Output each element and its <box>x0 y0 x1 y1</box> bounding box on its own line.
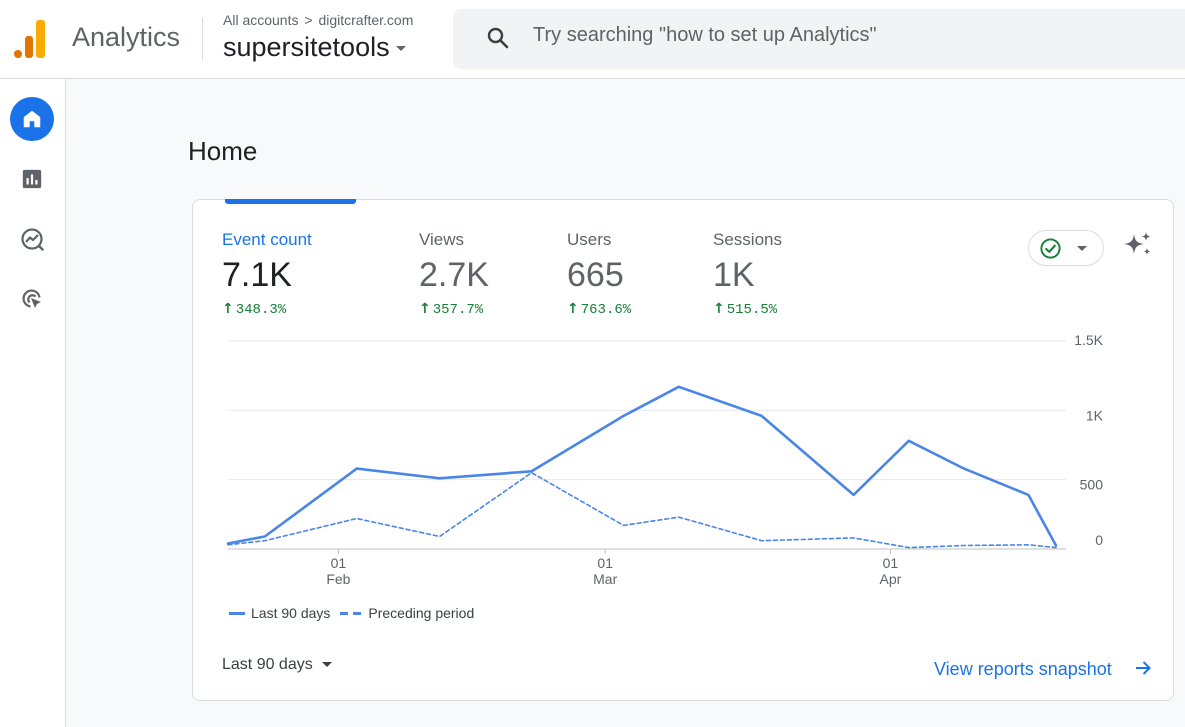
check-circle-icon <box>1040 238 1061 259</box>
y-tick-label: 1.5K <box>1074 332 1103 348</box>
search-icon <box>487 27 509 49</box>
chevron-down-icon <box>395 46 406 52</box>
legend-item-current: Last 90 days <box>251 605 331 621</box>
date-range-dropdown[interactable]: Last 90 days <box>222 656 332 674</box>
property-selector[interactable]: supersitetools <box>223 32 406 63</box>
metric-change-value: 763.6% <box>580 302 632 318</box>
metric-label: Users <box>567 230 612 249</box>
series-line-preceding <box>227 471 1057 549</box>
chevron-down-icon <box>1077 246 1087 251</box>
metric-label: Views <box>419 230 465 249</box>
nav-reports[interactable] <box>10 157 54 201</box>
page-title: Home <box>188 136 258 166</box>
active-metric-indicator <box>225 199 356 204</box>
home-icon <box>23 110 41 128</box>
nav-home[interactable] <box>10 97 54 141</box>
metric-change-value: 515.5% <box>726 302 778 318</box>
x-tick-day: 01 <box>597 555 613 571</box>
metric-value: 665 <box>567 256 624 294</box>
metric-label: Event count <box>222 230 312 249</box>
y-tick-label: 1K <box>1086 407 1104 423</box>
metric-value: 7.1K <box>222 256 292 294</box>
x-tick-month: Feb <box>326 571 350 587</box>
chevron-down-icon <box>321 662 332 668</box>
legend-dashed-swatch <box>340 611 363 615</box>
metric-value: 2.7K <box>419 256 489 294</box>
arrow-up-icon: ↑ <box>419 301 431 317</box>
metric-change-value: 357.7% <box>432 302 484 318</box>
property-name: supersitetools <box>223 32 390 62</box>
nav-explore[interactable] <box>10 217 54 261</box>
legend-solid-swatch <box>229 611 245 615</box>
chart-legend: Last 90 days Preceding period <box>229 605 474 621</box>
metric-change: ↑ 763.6% <box>567 301 631 318</box>
y-tick-label: 500 <box>1080 477 1104 493</box>
metric-label: Sessions <box>713 230 782 249</box>
metric-change: ↑ 515.5% <box>713 301 782 318</box>
data-quality-button[interactable] <box>1028 230 1104 266</box>
breadcrumb-account[interactable]: digitcrafter.com <box>318 12 414 28</box>
x-tick-day: 01 <box>331 555 347 571</box>
analytics-logo-icon[interactable] <box>14 18 50 58</box>
metric-change: ↑ 348.3% <box>222 301 312 318</box>
search-input[interactable] <box>533 24 1153 47</box>
y-tick-label: 0 <box>1095 532 1103 548</box>
arrow-right-icon[interactable] <box>1133 658 1153 678</box>
x-tick-day: 01 <box>883 555 899 571</box>
metric-tab-sessions[interactable]: Sessions 1K ↑ 515.5% <box>713 230 782 318</box>
left-nav <box>0 79 66 727</box>
app-name: Analytics <box>72 22 181 52</box>
metric-change: ↑ 357.7% <box>419 301 489 318</box>
arrow-up-icon: ↑ <box>222 301 234 317</box>
metric-tab-event-count[interactable]: Event count 7.1K ↑ 348.3% <box>222 230 312 318</box>
metric-value: 1K <box>713 256 755 294</box>
nav-advertising[interactable] <box>10 277 54 321</box>
advertising-icon <box>22 289 41 308</box>
breadcrumb[interactable]: All accounts > digitcrafter.com <box>223 12 413 28</box>
home-overview-card <box>192 199 1174 701</box>
breadcrumb-separator: > <box>304 12 313 28</box>
arrow-up-icon: ↑ <box>713 301 725 317</box>
reports-icon <box>22 169 42 189</box>
date-range-label: Last 90 days <box>222 656 313 673</box>
legend-item-previous: Preceding period <box>368 605 475 621</box>
sparkle-insights-icon[interactable] <box>1122 230 1154 262</box>
metric-tab-views[interactable]: Views 2.7K ↑ 357.7% <box>419 230 489 318</box>
breadcrumb-root[interactable]: All accounts <box>223 12 299 28</box>
x-tick-month: Apr <box>880 571 902 587</box>
metric-tab-users[interactable]: Users 665 ↑ 763.6% <box>567 230 631 318</box>
x-tick-month: Mar <box>593 571 617 587</box>
metric-change-value: 348.3% <box>235 302 287 318</box>
arrow-up-icon: ↑ <box>567 301 579 317</box>
top-bar: Analytics All accounts > digitcrafter.co… <box>0 0 1185 79</box>
explore-icon <box>21 228 44 251</box>
view-reports-snapshot-link[interactable]: View reports snapshot <box>934 659 1112 679</box>
header-divider <box>202 18 203 60</box>
